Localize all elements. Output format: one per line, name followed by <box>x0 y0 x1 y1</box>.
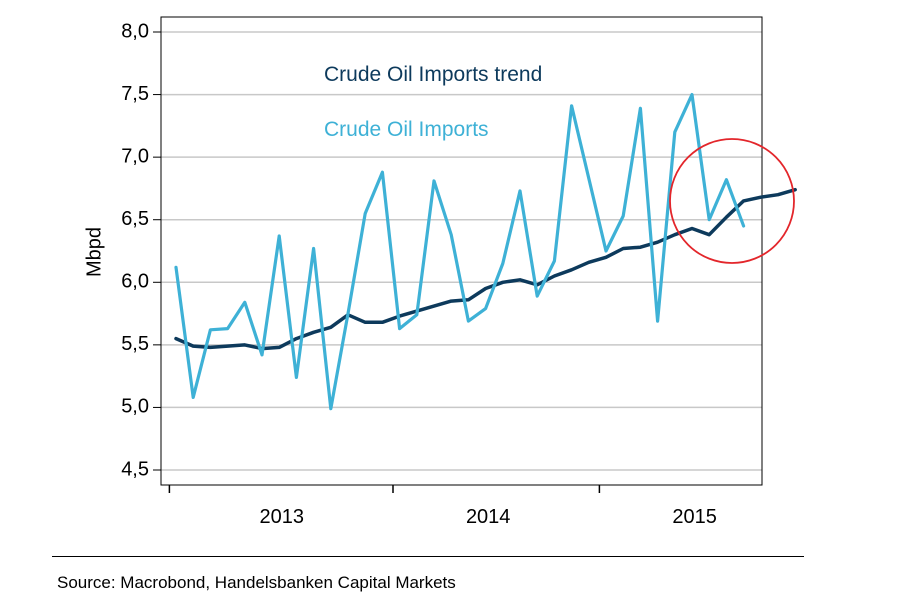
y-tick-label-4: 6,5 <box>121 208 149 230</box>
y-tick-label-1: 5,0 <box>121 396 149 418</box>
source-note: Source: Macrobond, Handelsbanken Capital… <box>57 573 456 592</box>
highlight-circle <box>669 138 795 264</box>
y-axis: 4,5 5,0 5,5 6,0 6,5 7,0 7,5 8,0 <box>121 20 161 480</box>
y-tick-label-3: 6,0 <box>121 271 149 293</box>
y-tick-label-0: 4,5 <box>121 458 149 480</box>
y-tick-label-7: 8,0 <box>121 20 149 42</box>
y-tick-label-2: 5,5 <box>121 333 149 355</box>
series-layer <box>174 92 797 411</box>
x-axis: 2013 2014 2015 <box>168 485 717 528</box>
plot-area-frame <box>160 16 763 486</box>
series-line-0 <box>174 187 797 351</box>
x-tick-label-2013: 2013 <box>260 506 305 528</box>
legend-entry-imports: Crude Oil Imports <box>324 118 489 141</box>
chart-gridlines <box>161 31 762 471</box>
source-divider <box>52 556 804 557</box>
y-axis-label: Mbpd <box>83 227 105 277</box>
series-line-1 <box>174 92 746 411</box>
y-tick-label-6: 7,5 <box>121 83 149 105</box>
x-tick-label-2014: 2014 <box>466 506 511 528</box>
line-chart: 4,5 5,0 5,5 6,0 6,5 7,0 7,5 8,0 2013 2014 2015 Mb… <box>83 16 797 528</box>
x-tick-label-2015: 2015 <box>672 506 717 528</box>
legend-entry-trend: Crude Oil Imports trend <box>324 63 542 86</box>
y-tick-label-5: 7,0 <box>121 145 149 167</box>
legend: Crude Oil Imports trend Crude Oil Import… <box>324 63 542 141</box>
